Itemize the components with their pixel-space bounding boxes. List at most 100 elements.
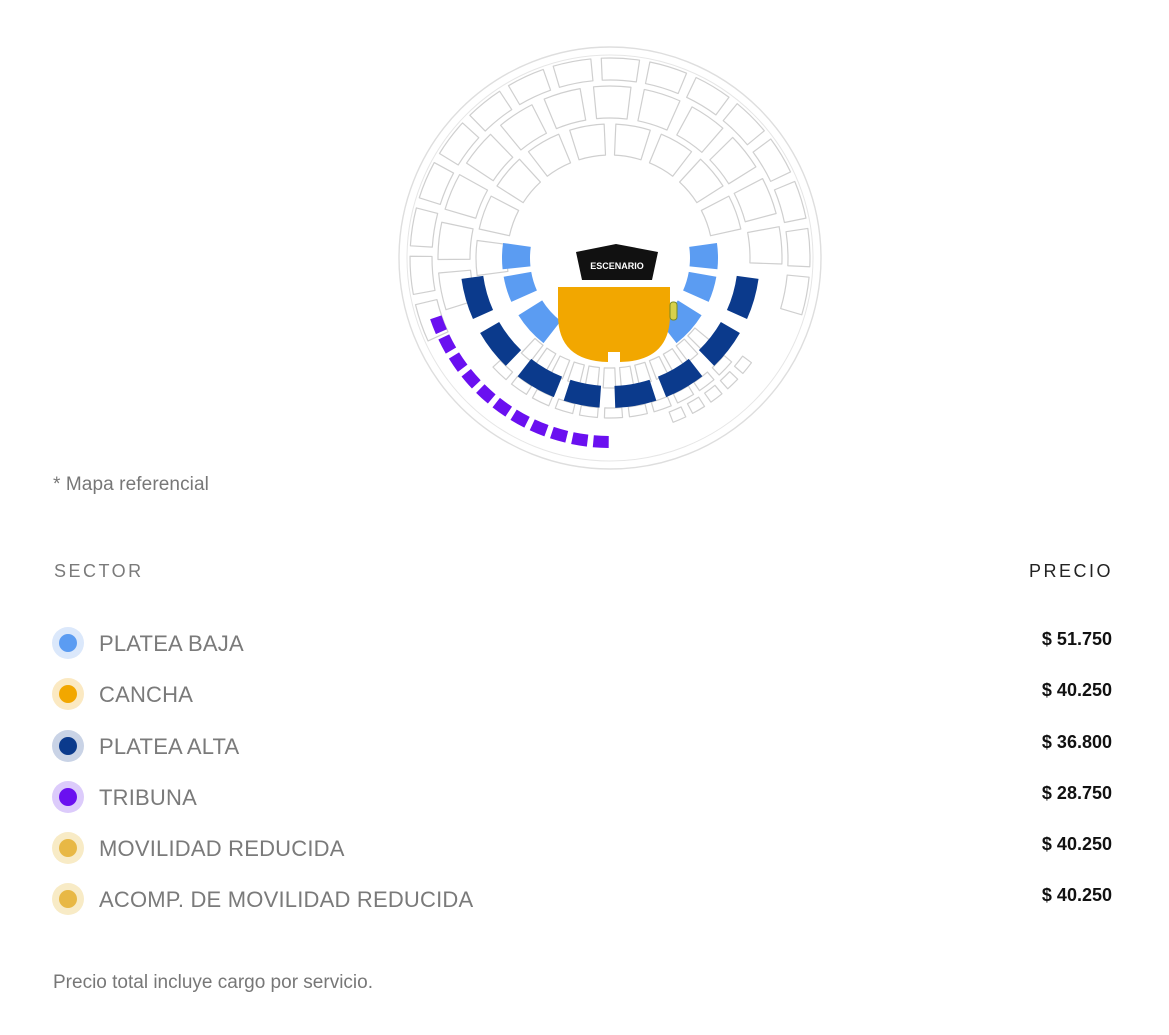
- unavailable-sector: [438, 122, 480, 166]
- unavailable-sector: [499, 104, 548, 151]
- tribuna-seat: [510, 409, 530, 428]
- sector-name: PLATEA BAJA: [99, 631, 244, 656]
- sector-row-cancha[interactable]: CANCHA $ 40.250: [52, 674, 1122, 725]
- platea-alta-sector: [726, 275, 759, 320]
- unavailable-sector: [543, 88, 587, 130]
- unavailable-sector: [648, 133, 693, 177]
- unavailable-seat: [492, 359, 514, 381]
- sector-color-dot: [52, 832, 84, 865]
- venue-seat-map: ESCENARIO: [390, 40, 830, 480]
- tribuna-seat: [448, 352, 468, 372]
- sector-row-platea-baja[interactable]: PLATEA BAJA $ 51.750: [52, 623, 1122, 674]
- sector-color-dot: [52, 678, 84, 711]
- platea-alta-sector: [480, 322, 522, 366]
- sector-price: $ 28.750: [1041, 782, 1112, 803]
- sector-price: $ 40.250: [1041, 885, 1112, 906]
- unavailable-sector: [747, 226, 783, 265]
- platea-alta-sector: [657, 358, 703, 398]
- unavailable-sector: [600, 57, 641, 83]
- tribuna-seat: [592, 435, 609, 448]
- unavailable-seat: [704, 384, 723, 403]
- unavailable-sector: [437, 221, 474, 261]
- unavailable-sector: [569, 123, 607, 161]
- unavailable-sector: [733, 177, 777, 223]
- unavailable-seat: [686, 396, 706, 414]
- sector-color-dot: [52, 780, 84, 813]
- sector-row-platea-alta[interactable]: PLATEA ALTA $ 36.800: [52, 726, 1122, 777]
- sector-price: $ 40.250: [1041, 834, 1112, 855]
- sector-name: CANCHA: [99, 682, 194, 708]
- sector-price: $ 40.250: [1041, 680, 1112, 701]
- unavailable-seat: [602, 367, 617, 389]
- unavailable-seat: [719, 370, 739, 390]
- unavailable-sector: [637, 88, 681, 131]
- platea-baja-sector: [683, 271, 717, 302]
- unavailable-sector: [507, 68, 552, 106]
- unavailable-sector: [444, 174, 489, 219]
- platea-baja-sector: [689, 242, 718, 270]
- unavailable-sector: [780, 274, 810, 316]
- platea-alta-sector: [517, 358, 563, 398]
- platea-alta-sector: [563, 379, 602, 408]
- unavailable-sector: [686, 76, 730, 116]
- service-charge-note: Precio total incluye cargo por servicio.: [53, 972, 373, 993]
- unavailable-sector: [478, 195, 520, 237]
- platea-baja-sector: [659, 300, 702, 344]
- unavailable-sector: [469, 90, 513, 132]
- unavailable-sector: [773, 180, 807, 224]
- tribuna-seat: [550, 426, 569, 443]
- sector-price: $ 36.800: [1041, 731, 1112, 752]
- tribuna-seat: [461, 369, 481, 389]
- stage-label: ESCENARIO: [590, 261, 644, 271]
- cancha-sector: [558, 287, 670, 362]
- sector-name: PLATEA ALTA: [99, 733, 240, 759]
- sector-price: $ 51.750: [1041, 629, 1112, 649]
- price-column-header: PRECIO: [1029, 561, 1114, 581]
- unavailable-sector: [409, 207, 439, 248]
- tribuna-seat: [476, 384, 496, 404]
- stage-shape: [576, 244, 658, 280]
- unavailable-sector: [709, 136, 757, 185]
- unavailable-sector: [644, 61, 688, 95]
- sector-color-dot: [52, 883, 84, 916]
- unavailable-sector: [527, 133, 572, 177]
- sector-name: MOVILIDAD REDUCIDA: [99, 836, 345, 862]
- tribuna-seat: [430, 315, 447, 335]
- unavailable-sector: [592, 85, 632, 120]
- sector-name: ACOMP. DE MOVILIDAD REDUCIDA: [99, 887, 474, 913]
- tribuna-seat: [438, 334, 457, 354]
- unavailable-sector: [785, 227, 811, 268]
- unavailable-sector: [676, 106, 724, 153]
- tribuna-seat: [492, 397, 513, 417]
- unavailable-sector: [722, 103, 765, 146]
- venue-outer-ring: [398, 46, 822, 470]
- venue-inner-ring: [406, 54, 814, 462]
- unavailable-sector: [678, 158, 724, 204]
- unavailable-sector: [752, 138, 792, 182]
- unavailable-seat: [675, 338, 699, 363]
- sector-row-tribuna[interactable]: TRIBUNA $ 28.750: [52, 777, 1122, 828]
- tribuna-seat: [571, 432, 589, 447]
- unavailable-sector: [552, 58, 594, 88]
- sector-row-movilidad-reducida[interactable]: MOVILIDAD REDUCIDA $ 40.250: [52, 828, 1122, 879]
- unavailable-sector: [465, 133, 514, 182]
- unavailable-seat: [603, 406, 624, 419]
- unavailable-sector: [613, 123, 651, 161]
- unavailable-seat: [668, 406, 687, 423]
- platea-alta-sector: [698, 322, 740, 366]
- unavailable-seat: [733, 355, 753, 375]
- seat-map-svg: ESCENARIO: [398, 46, 822, 470]
- unavailable-sector: [496, 158, 542, 204]
- sector-name: TRIBUNA: [99, 784, 197, 810]
- platea-alta-sector: [614, 379, 657, 408]
- tribuna-seat: [529, 419, 549, 437]
- platea-alta-sector: [461, 275, 494, 320]
- sector-row-acomp-movilidad-reducida[interactable]: ACOMP. DE MOVILIDAD REDUCIDA $ 40.250: [52, 879, 1122, 930]
- unavailable-sector: [418, 161, 455, 206]
- platea-baja-sector: [503, 271, 537, 302]
- unavailable-seat: [520, 337, 544, 362]
- sector-column-header: SECTOR: [54, 561, 144, 581]
- sector-color-dot: [52, 729, 84, 762]
- map-reference-note: * Mapa referencial: [53, 474, 209, 495]
- unavailable-sector: [409, 255, 436, 296]
